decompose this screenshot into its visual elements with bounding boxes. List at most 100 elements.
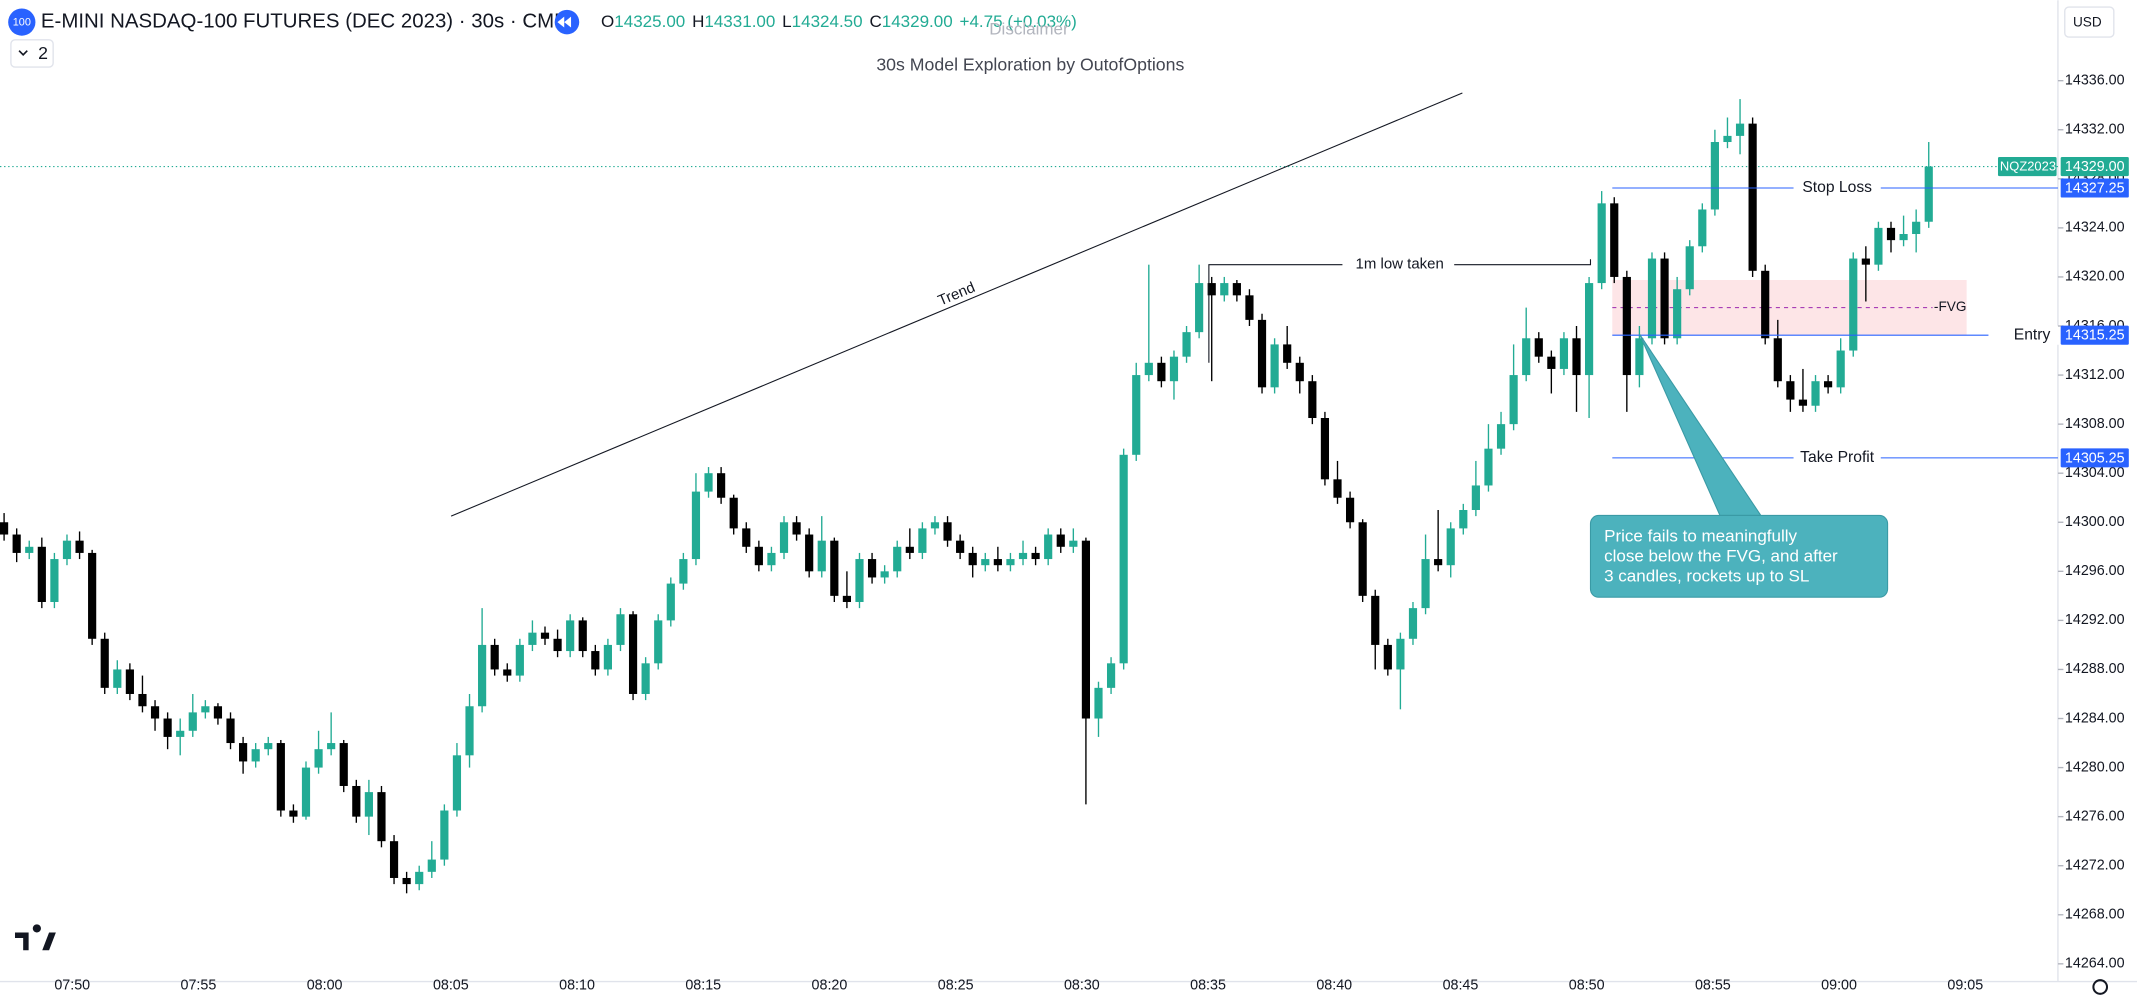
candle-body — [301, 767, 311, 817]
level-label: Entry — [2014, 326, 2051, 343]
y-tick-label: 14320.00 — [2065, 269, 2125, 285]
fvg-label: -FVG — [1934, 299, 1967, 314]
level-axis-label: 14327.25 — [2065, 180, 2125, 196]
x-tick-label: 08:10 — [559, 977, 595, 993]
candle-body — [1396, 638, 1405, 670]
candle-body — [113, 669, 122, 688]
candle-body — [792, 522, 801, 535]
candle-body — [264, 743, 273, 750]
x-tick-label: 08:20 — [812, 977, 848, 993]
candle-body — [1044, 534, 1053, 560]
symbol-badge-text: 100 — [13, 17, 31, 29]
trend-line — [450, 92, 1463, 517]
candle-body — [490, 644, 499, 670]
candle-body — [1182, 332, 1191, 357]
x-tick-label: 08:35 — [1190, 977, 1226, 993]
candle-body — [1924, 166, 1933, 222]
level-label-bg — [1988, 325, 2076, 345]
candle-body — [679, 559, 688, 584]
low-taken-line — [1208, 259, 1592, 363]
candle-body — [968, 552, 977, 566]
y-tick-label: 14292.00 — [2065, 612, 2125, 628]
candle-body — [1421, 559, 1430, 609]
callout-text: close below the FVG, and after — [1604, 547, 1838, 566]
candle-body — [767, 552, 776, 566]
y-tick-label: 14284.00 — [2065, 710, 2125, 726]
candle-body — [1610, 203, 1619, 277]
callout-box — [1589, 514, 1889, 598]
symbol-label: NQZ2023 — [2000, 159, 2056, 174]
candle-body — [440, 810, 449, 860]
candle-body — [1673, 289, 1682, 339]
candle-body — [1257, 319, 1267, 388]
currency: USD — [2073, 14, 2102, 29]
candle-body — [1849, 258, 1858, 351]
indicator-toggle[interactable] — [10, 39, 54, 68]
candle-body — [1547, 356, 1556, 369]
candle-body — [1018, 552, 1028, 560]
y-tick-label: 14332.00 — [2065, 122, 2125, 138]
candle-body — [1836, 350, 1845, 388]
candle-body — [377, 792, 386, 842]
candle-body — [1773, 338, 1782, 382]
candle-body — [339, 743, 348, 786]
candle-body — [540, 632, 550, 639]
level-label-bg — [1793, 178, 1881, 198]
candle-body — [1559, 338, 1569, 369]
level-axis-box — [2060, 178, 2129, 198]
l-value: 14324.50 — [792, 12, 863, 31]
callout-text: 3 candles, rockets up to SL — [1604, 566, 1809, 585]
candle-body — [880, 571, 889, 578]
candle-body — [1874, 227, 1883, 265]
candle-body — [415, 871, 424, 885]
tv-logo — [14, 924, 56, 951]
candle-body — [1723, 135, 1732, 143]
candle-body — [981, 559, 990, 566]
settings-icon[interactable] — [2092, 979, 2109, 995]
candle-body — [1622, 276, 1631, 376]
candle-body — [943, 522, 952, 541]
candle-body — [1509, 375, 1518, 425]
candle-body — [666, 583, 675, 621]
candle-body — [251, 749, 260, 762]
candle-body — [1824, 381, 1833, 388]
candle-body — [1811, 381, 1820, 406]
candle-body — [213, 706, 223, 719]
last-price-label: 14329.00 — [2065, 159, 2125, 175]
candle-body — [1522, 338, 1531, 376]
candle-body — [50, 559, 59, 602]
candle-body — [100, 638, 109, 688]
candle-body — [88, 552, 97, 639]
candle-body — [729, 497, 738, 529]
x-tick-label: 08:15 — [685, 977, 721, 993]
candle-body — [591, 651, 600, 670]
candle-body — [389, 841, 399, 878]
candle-body — [188, 712, 197, 731]
level-axis-box — [2060, 325, 2129, 345]
change: +4.75 (+0.03%) — [960, 12, 1077, 31]
candle-body — [528, 632, 537, 645]
candle-body — [125, 669, 134, 694]
replay-icon — [557, 16, 572, 28]
candle-body — [1333, 479, 1342, 498]
candle-body — [930, 522, 940, 529]
l-label: L — [782, 12, 791, 31]
chevron — [18, 50, 28, 56]
candle-body — [691, 491, 701, 560]
candle-body — [12, 534, 21, 553]
candle-body — [779, 522, 789, 553]
candle-body — [1710, 142, 1719, 210]
candle-body — [515, 644, 524, 676]
candle-body — [503, 669, 512, 676]
candle-body — [1434, 559, 1443, 566]
candle-body — [855, 559, 864, 602]
x-tick-label: 08:55 — [1695, 977, 1731, 993]
candle-body — [478, 644, 487, 707]
currency-button[interactable] — [2064, 6, 2115, 38]
candle-body — [1195, 283, 1204, 333]
symbol-title: E-MINI NASDAQ-100 FUTURES (DEC 2023) · 3… — [41, 9, 568, 32]
disclaimer[interactable]: Disclaimer — [989, 20, 1069, 39]
candle-body — [1446, 528, 1455, 566]
